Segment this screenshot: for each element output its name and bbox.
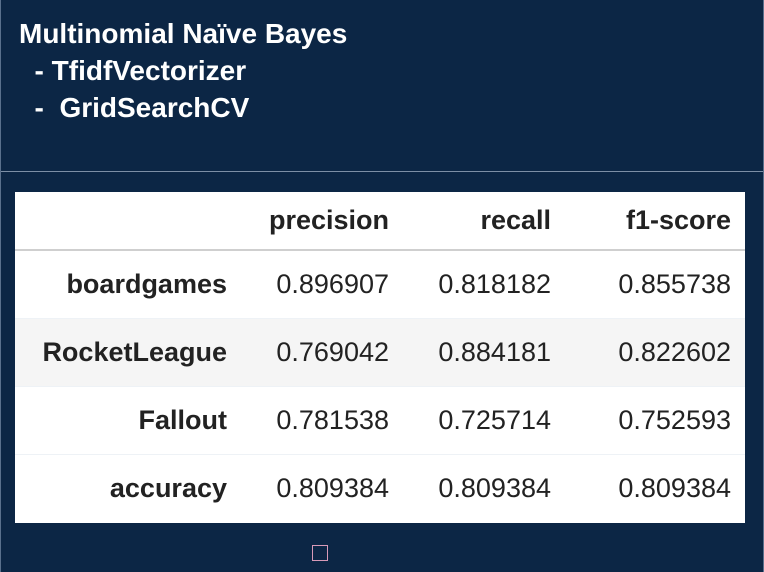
cell: 0.822602: [618, 336, 731, 367]
cell: 0.896907: [276, 268, 389, 299]
metrics-table: precision recall f1-score boardgames 0.8969…: [15, 192, 745, 522]
cell: 0.752593: [618, 404, 731, 435]
header-row: precision recall f1-score: [15, 192, 745, 251]
title-line: - TfidfVectorizer: [19, 55, 247, 86]
title-line: Multinomial Naïve Bayes: [19, 18, 348, 49]
table-container: precision recall f1-score boardgames 0.8969…: [15, 192, 745, 523]
row-label: RocketLeague: [42, 336, 227, 367]
table-body: boardgames 0.896907 0.818182 0.855738 Rocket…: [15, 250, 745, 522]
cell: 0.781538: [276, 404, 389, 435]
table-row: boardgames 0.896907 0.818182 0.855738: [15, 250, 745, 318]
cell: 0.855738: [618, 268, 731, 299]
table-row: accuracy 0.809384 0.809384 0.809384: [15, 454, 745, 522]
cell: 0.769042: [276, 336, 389, 367]
cell: 0.818182: [438, 268, 551, 299]
cell: 0.725714: [438, 404, 551, 435]
column-header: precision: [241, 192, 403, 251]
table-head: precision recall f1-score: [15, 192, 745, 251]
column-header: f1-score: [565, 192, 745, 251]
row-label: Fallout: [138, 404, 228, 435]
icon[interactable]: [312, 545, 328, 561]
row-label: boardgames: [66, 268, 227, 299]
cell: 0.884181: [438, 336, 551, 367]
table-row: Fallout 0.781538 0.725714 0.752593: [15, 386, 745, 454]
header: Multinomial Naïve Bayes - TfidfVectorize…: [1, 0, 763, 172]
column-header: recall: [403, 192, 565, 251]
cell: 0.809384: [438, 472, 551, 503]
cell: 0.809384: [618, 472, 731, 503]
corner-cell: [15, 192, 241, 251]
cell: 0.809384: [276, 472, 389, 503]
title-line: - GridSearchCV: [19, 92, 250, 123]
row-label: accuracy: [109, 472, 227, 503]
table-row: RocketLeague 0.769042 0.884181 0.822602: [15, 318, 745, 386]
